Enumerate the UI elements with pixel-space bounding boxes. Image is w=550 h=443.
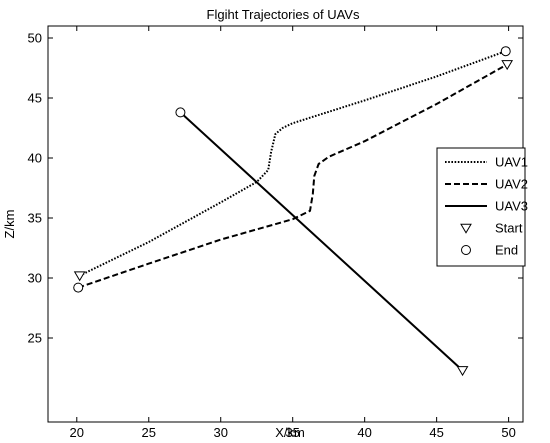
y-axis-title: Z/km bbox=[2, 210, 17, 239]
y-tick-label: 50 bbox=[28, 31, 42, 46]
legend-label: UAV1 bbox=[495, 155, 528, 170]
x-tick-label: 40 bbox=[357, 425, 371, 440]
legend-symbol-end bbox=[461, 245, 471, 255]
legend-label: Start bbox=[495, 221, 523, 236]
end-marker bbox=[175, 107, 186, 118]
legend-label: UAV3 bbox=[495, 199, 528, 214]
y-tick-label: 40 bbox=[28, 151, 42, 166]
y-tick-label: 35 bbox=[28, 211, 42, 226]
start-marker bbox=[73, 271, 86, 282]
y-tick-label: 30 bbox=[28, 271, 42, 286]
y-tick-label: 45 bbox=[28, 91, 42, 106]
legend-label: UAV2 bbox=[495, 177, 528, 192]
legend-symbol-start bbox=[460, 223, 472, 234]
axis-ticks: 20 25 30 35 40 45 50 25 30 35 40 45 50 bbox=[28, 26, 523, 440]
series-line-uav1 bbox=[79, 50, 507, 277]
end-marker bbox=[73, 282, 84, 293]
x-tick-label: 45 bbox=[429, 425, 443, 440]
y-tick-label: 25 bbox=[28, 331, 42, 346]
chart-title: Flgiht Trajectories of UAVs bbox=[207, 7, 360, 22]
legend: UAV1 UAV2 UAV3 Start End bbox=[436, 147, 528, 267]
series-layer bbox=[77, 50, 508, 372]
x-tick-label: 20 bbox=[70, 425, 84, 440]
x-axis-title: X/km bbox=[275, 425, 305, 440]
start-marker bbox=[501, 60, 514, 71]
x-tick-label: 30 bbox=[213, 425, 227, 440]
markers-layer bbox=[73, 46, 514, 377]
series-line-uav2 bbox=[77, 63, 508, 289]
legend-label: End bbox=[495, 243, 518, 258]
start-marker bbox=[456, 366, 469, 377]
x-tick-label: 25 bbox=[142, 425, 156, 440]
series-line-uav3 bbox=[179, 111, 464, 372]
x-tick-label: 35 bbox=[285, 425, 299, 440]
x-tick-label: 50 bbox=[501, 425, 515, 440]
end-marker bbox=[500, 46, 511, 57]
